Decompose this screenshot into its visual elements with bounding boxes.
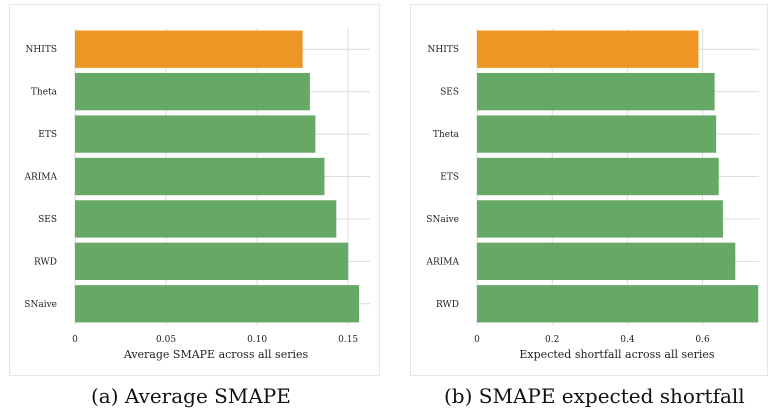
category-label: SNaive [426,215,459,225]
chart-average-smape: NHITS Theta ETS ARIMA SES RWD SNaive 0 0.05 0.10 0… [23,28,370,361]
bar-arima [477,242,736,281]
category-label: SES [440,88,459,98]
bar-ets [75,115,316,153]
chart-panel-smape: NHITS Theta ETS ARIMA SES RWD SNaive 0 0.05 0.10 0… [9,4,380,376]
bar-snaive [477,200,723,238]
bar-nhits [75,30,303,68]
bar-rwd [477,285,759,323]
bar-snaive [75,285,360,323]
category-label: RWD [436,300,459,310]
x-tick-label: 0.4 [620,335,635,345]
category-label: Theta [31,88,58,98]
x-tick-label: 0.2 [545,335,559,345]
category-label: RWD [34,257,57,267]
bar-theta [75,72,310,111]
category-label: SNaive [24,300,57,310]
x-tick-label: 0.10 [247,335,267,345]
x-axis-label: Expected shortfall across all series [519,348,715,361]
x-tick-label: 0 [474,335,480,345]
x-tick-label: 0.05 [156,335,176,345]
bar-ses [75,200,337,238]
bar-ets [477,157,719,196]
x-axis-label: Average SMAPE across all series [123,348,309,361]
x-tick-label: 0 [72,335,78,345]
caption-smape-expected-shortfall: (b) SMAPE expected shortfall [444,384,745,408]
category-label: ARIMA [23,173,57,183]
bar-ses [477,72,715,111]
bar-rwd [75,242,349,281]
caption-average-smape: (a) Average SMAPE [91,384,291,408]
category-label: Theta [433,130,460,140]
category-label: SES [38,215,57,225]
bar-arima [75,157,325,196]
bar-nhits [477,30,699,68]
category-label: ETS [38,130,57,140]
category-label: ETS [440,173,459,183]
category-label: NHITS [26,45,57,55]
x-tick-label: 0.15 [338,335,358,345]
category-label: NHITS [428,45,459,55]
x-tick-label: 0.6 [695,335,710,345]
bar-theta [477,115,717,153]
chart-panel-expected-shortfall: NHITS SES Theta ETS SNaive ARIMA RWD 0 0.2 0.4 0.6… [410,4,768,376]
chart-expected-shortfall: NHITS SES Theta ETS SNaive ARIMA RWD 0 0.2 0.4 0.6… [425,28,759,361]
category-label: ARIMA [425,257,459,267]
